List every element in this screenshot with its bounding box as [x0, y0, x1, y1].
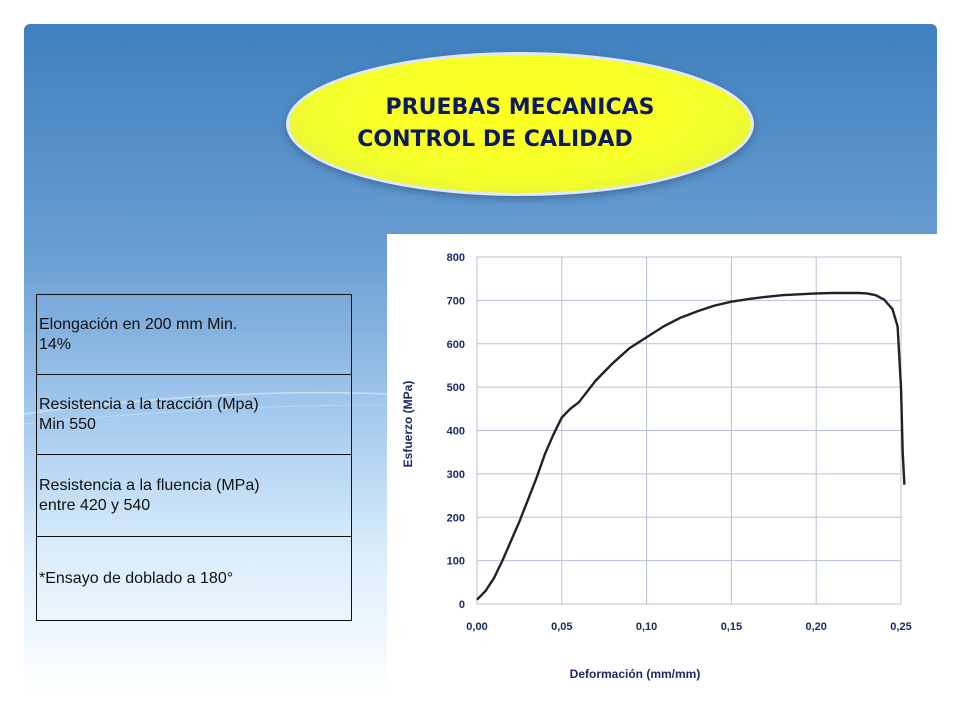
title-line-2: CONTROL DE CALIDAD — [357, 127, 633, 152]
x-tick-label: 0,15 — [721, 621, 742, 633]
x-tick-label: 0,20 — [805, 621, 826, 633]
y-tick-label: 500 — [447, 382, 465, 394]
spec-row: *Ensayo de doblado a 180° — [36, 536, 352, 621]
spec-row: Resistencia a la tracción (Mpa) Min 550 — [36, 374, 352, 455]
y-tick-label: 400 — [447, 426, 465, 438]
stress-strain-curve — [476, 291, 906, 601]
y-tick-label: 800 — [447, 252, 465, 264]
x-axis-label: Deformación (mm/mm) — [570, 667, 701, 681]
specs-table: Elongación en 200 mm Min. 14% Resistencia… — [36, 294, 352, 621]
spec-text: Min 550 — [39, 415, 96, 433]
y-tick-label: 300 — [447, 469, 465, 481]
spec-cell: Resistencia a la fluencia (MPa) entre 420… — [36, 454, 352, 537]
slide-background: PRUEBAS MECANICAS CONTROL DE CALIDAD Elo… — [24, 24, 937, 696]
spec-text: Resistencia a la tracción (Mpa) — [39, 395, 259, 413]
stress-strain-chart: 0 100 200 300 400 500 600 700 800 0,00 0,05 0,10 0,… — [387, 234, 937, 696]
chart-grid — [476, 256, 902, 605]
y-axis-label: Esfuerzo (MPa) — [401, 381, 415, 468]
spec-text: *Ensayo de doblado a 180° — [39, 569, 234, 587]
y-tick-label: 600 — [447, 339, 465, 351]
title-line-1: PRUEBAS MECANICAS — [385, 95, 655, 120]
x-tick-label: 0,00 — [466, 621, 487, 633]
x-tick-label: 0,05 — [551, 621, 572, 633]
y-tick-label: 0 — [459, 599, 465, 611]
title-banner: PRUEBAS MECANICAS CONTROL DE CALIDAD — [286, 52, 754, 196]
spec-row: Elongación en 200 mm Min. 14% — [36, 294, 352, 375]
y-tick-label: 100 — [447, 556, 465, 568]
spec-text: 14% — [39, 335, 72, 353]
x-tick-label: 0,10 — [636, 621, 657, 633]
y-tick-labels: 0 100 200 300 400 500 600 700 800 — [447, 252, 465, 611]
x-tick-labels: 0,00 0,05 0,10 0,15 0,20 0,25 — [466, 621, 911, 633]
y-tick-label: 700 — [447, 295, 465, 307]
spec-cell: *Ensayo de doblado a 180° — [36, 536, 352, 621]
spec-text: Resistencia a la fluencia (MPa) — [39, 476, 260, 494]
y-tick-label: 200 — [447, 512, 465, 524]
spec-text: Elongación en 200 mm Min. — [39, 315, 238, 333]
spec-row: Resistencia a la fluencia (MPa) entre 420… — [36, 454, 352, 537]
x-tick-label: 0,25 — [890, 621, 911, 633]
spec-cell: Resistencia a la tracción (Mpa) Min 550 — [36, 374, 352, 455]
spec-cell: Elongación en 200 mm Min. 14% — [36, 294, 352, 375]
spec-text: entre 420 y 540 — [39, 496, 151, 514]
